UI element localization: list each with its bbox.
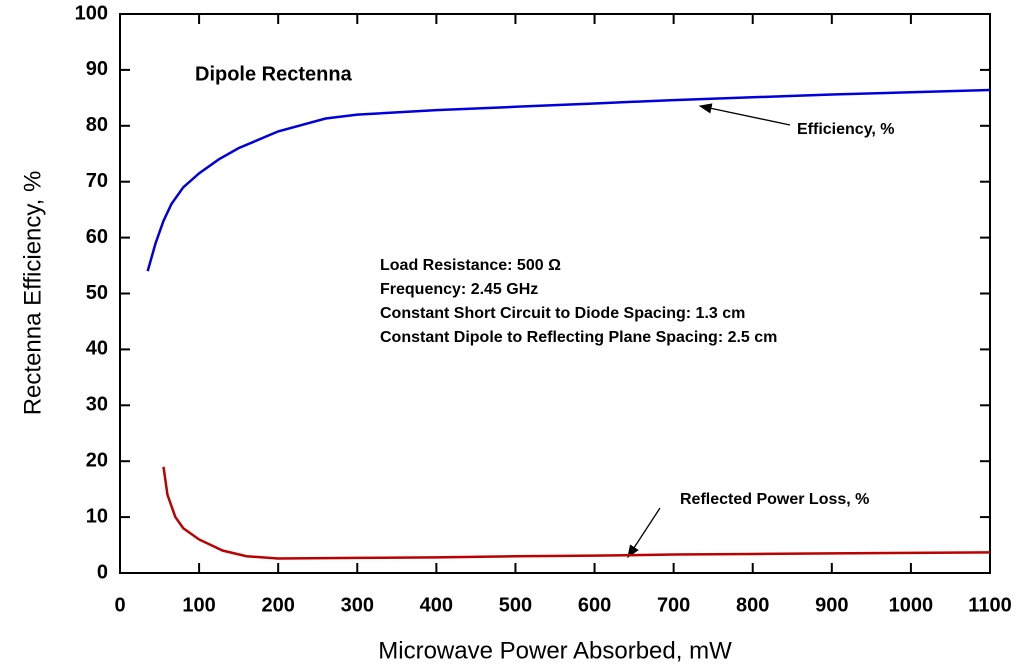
x-tick-label: 100 [182,594,215,616]
arrow [627,507,661,559]
y-tick-label: 80 [86,114,108,136]
y-tick-label: 30 [86,394,108,416]
y-axis-label: Rectenna Efficiency, % [19,171,46,416]
series-label: Reflected Power Loss, % [680,491,869,508]
data-line [162,466,991,560]
y-tick-label: 0 [97,561,108,583]
y-tick-label: 40 [86,338,108,360]
plot-frame [119,13,991,574]
y-tick-label: 100 [75,2,108,24]
y-tick-label: 70 [86,170,108,192]
y-tick-label: 10 [86,505,108,527]
arrow [698,103,791,126]
y-tick-label: 60 [86,226,108,248]
x-tick-label: 0 [114,594,125,616]
y-tick-label: 20 [86,449,108,471]
x-tick-label: 700 [657,594,690,616]
y-tick-label: 90 [86,58,108,80]
data-line [146,88,991,272]
x-tick-label: 800 [736,594,769,616]
annotation: Load Resistance: 500 Ω [380,257,561,274]
x-tick-label: 900 [815,594,848,616]
x-tick-label: 300 [341,594,374,616]
x-tick-label: 600 [578,594,611,616]
annotation: Constant Short Circuit to Diode Spacing:… [380,305,745,322]
annotation: Frequency: 2.45 GHz [380,281,538,298]
x-tick-label: 500 [499,594,532,616]
x-tick-label: 1100 [968,594,1011,616]
y-tick-label: 50 [86,282,108,304]
x-tick-label: 200 [261,594,294,616]
x-tick-label: 1000 [889,594,934,616]
x-tick-label: 400 [420,594,453,616]
series-label: Efficiency, % [797,121,895,138]
x-axis-label: Microwave Power Absorbed, mW [378,637,732,664]
annotation: Constant Dipole to Reflecting Plane Spac… [380,329,777,346]
chart-title: Dipole Rectenna [195,63,353,85]
